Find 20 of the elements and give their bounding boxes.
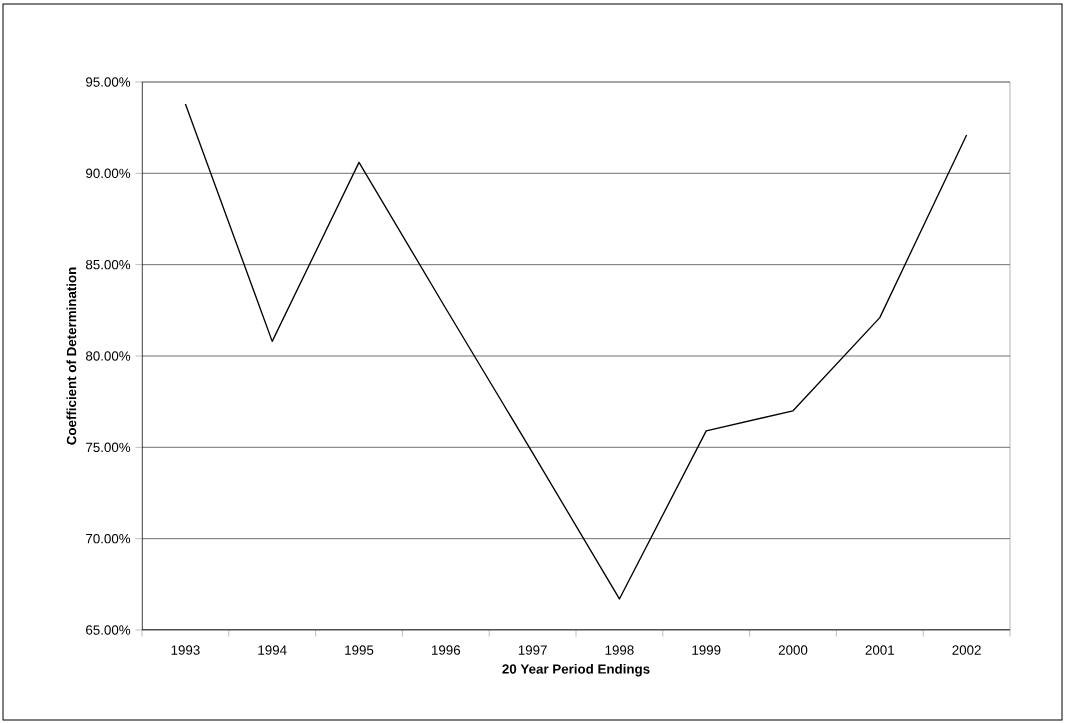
y-tick-label: 70.00%: [86, 533, 131, 544]
y-tick-label: 85.00%: [86, 259, 131, 270]
x-tick-label: 1994: [258, 645, 287, 655]
x-tick-label: 1998: [605, 645, 634, 655]
x-tick-label: 2001: [865, 645, 894, 655]
x-tick-label: 1996: [432, 645, 461, 655]
x-tick-label: 2000: [778, 645, 808, 655]
x-tick-label: 1993: [171, 645, 200, 655]
y-tick-label: 95.00%: [86, 77, 131, 87]
x-tick-label: 2002: [952, 645, 981, 655]
y-tick-label: 65.00%: [86, 625, 131, 635]
y-tick-label: 90.00%: [86, 168, 131, 179]
x-tick-label: 1999: [692, 645, 721, 655]
y-tick-label: 75.00%: [86, 442, 131, 453]
x-axis-title: 20 Year Period Endings: [502, 663, 650, 677]
y-axis-title: Coefficient of Determination: [66, 267, 77, 445]
line-series: [184, 103, 968, 600]
x-tick-label: 1995: [345, 645, 374, 655]
y-tick-label: 80.00%: [86, 351, 131, 361]
x-tick-label: 1997: [518, 645, 547, 655]
